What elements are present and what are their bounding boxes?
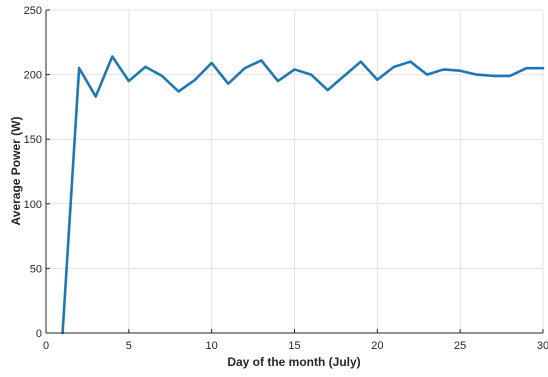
x-tick-label: 25 [454,340,466,352]
y-tick-label: 50 [30,263,42,275]
y-tick-label: 250 [24,5,42,17]
y-tick-label: 0 [36,328,42,340]
x-axis-title: Day of the month (July) [227,355,360,369]
series-layer [61,55,545,335]
tick-labels: 0 5 10 15 20 25 30 0 50 100 150 200 250 [24,5,548,352]
y-axis-title: Average Power (W) [9,117,23,226]
x-tick-label: 0 [43,340,49,352]
x-tick-label: 20 [371,340,383,352]
x-tick-label: 10 [206,340,218,352]
x-tick-label: 30 [537,340,548,352]
y-tick-label: 100 [24,199,42,211]
y-tick-label: 200 [24,70,42,82]
series-line [61,55,545,335]
axes [45,9,544,334]
x-tick-label: 5 [126,340,132,352]
y-tick-label: 150 [24,134,42,146]
x-tick-label: 15 [288,340,300,352]
